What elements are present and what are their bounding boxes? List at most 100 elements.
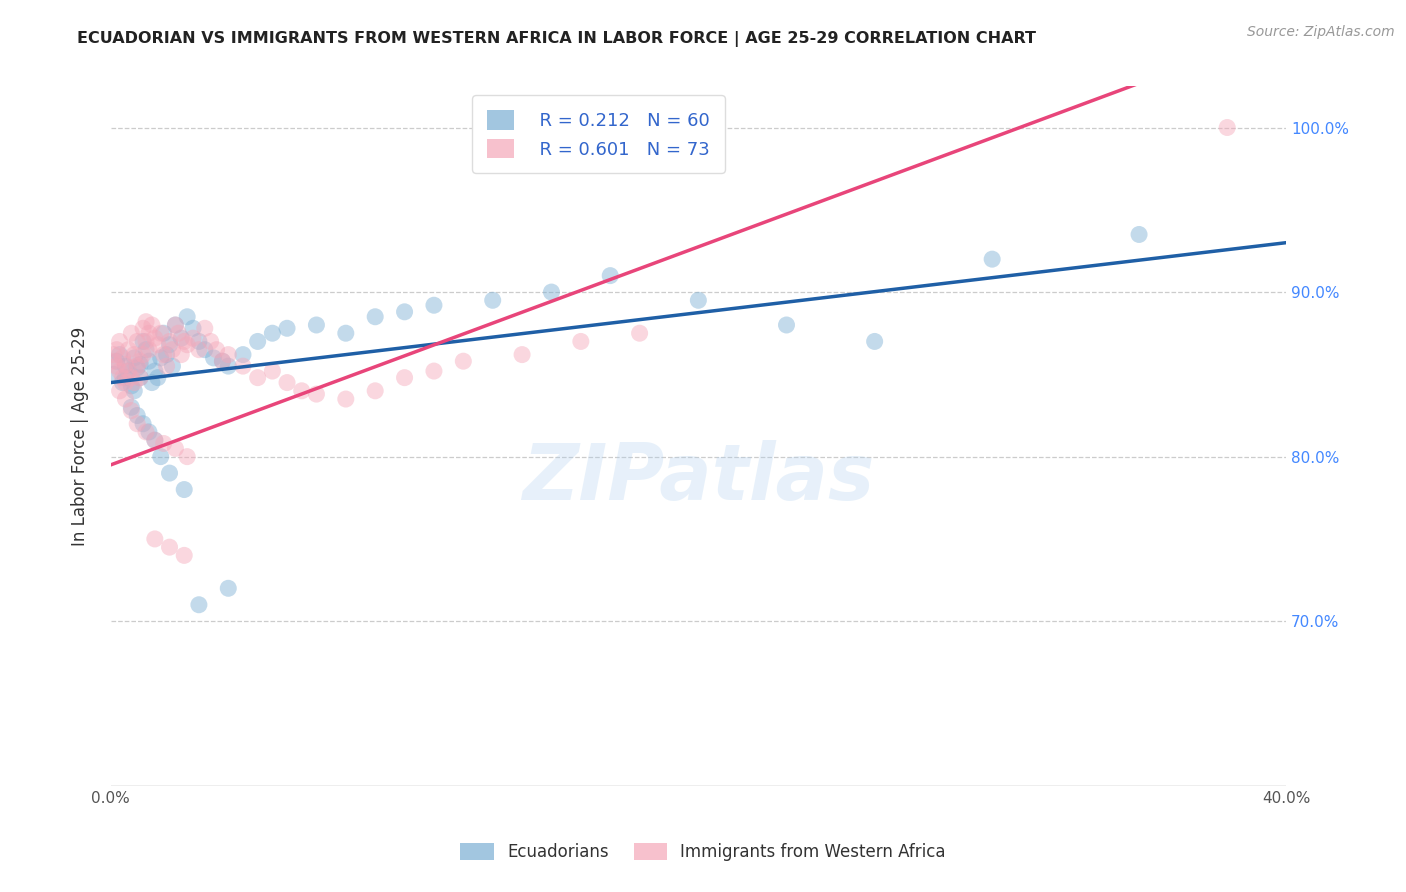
Point (120, 370, 142, 384)
Point (122, 351, 145, 365)
Point (114, 376, 136, 390)
Point (152, 326, 174, 341)
Point (335, 326, 357, 341)
Point (120, 326, 142, 341)
Point (138, 326, 160, 341)
Point (114, 359, 136, 373)
Point (155, 359, 177, 373)
Point (262, 326, 284, 341)
Point (127, 359, 149, 373)
Point (423, 298, 446, 312)
Point (194, 343, 217, 357)
Point (122, 376, 145, 390)
Point (135, 334, 157, 349)
Point (211, 354, 233, 368)
Point (569, 334, 592, 349)
Point (159, 540, 181, 554)
Point (120, 401, 142, 415)
Point (143, 364, 166, 378)
Point (167, 326, 190, 341)
Point (202, 351, 225, 365)
Point (129, 358, 152, 372)
Point (628, 326, 651, 341)
Point (176, 450, 198, 464)
Point (187, 343, 209, 357)
Point (200, 334, 222, 349)
Point (688, 293, 710, 308)
Point (423, 364, 446, 378)
Point (149, 450, 172, 464)
Point (364, 384, 387, 398)
Point (775, 318, 797, 332)
Point (120, 379, 142, 393)
Point (127, 409, 149, 423)
Point (205, 343, 228, 357)
Point (141, 318, 163, 332)
Point (155, 348, 177, 362)
Point (132, 348, 155, 362)
Point (129, 370, 152, 384)
Legend:   R = 0.212   N = 60,   R = 0.601   N = 73: R = 0.212 N = 60, R = 0.601 N = 73 (472, 95, 724, 173)
Point (232, 348, 254, 362)
Point (138, 425, 160, 439)
Point (162, 343, 184, 357)
Point (364, 310, 387, 324)
Point (162, 359, 184, 373)
Point (394, 305, 416, 319)
Point (1216, 120, 1239, 135)
Point (159, 337, 181, 351)
Point (540, 285, 562, 299)
Point (194, 321, 217, 335)
Point (217, 359, 239, 373)
Point (103, 368, 125, 382)
Point (181, 331, 204, 345)
Point (176, 337, 198, 351)
Point (117, 343, 139, 357)
Point (114, 358, 136, 372)
Point (981, 252, 1004, 267)
Point (108, 334, 131, 349)
Point (262, 364, 284, 378)
Point (122, 384, 145, 398)
Point (1128, 227, 1150, 242)
Point (181, 321, 204, 335)
Point (111, 351, 134, 365)
Point (165, 442, 187, 456)
Point (111, 376, 134, 390)
Point (135, 425, 157, 439)
Point (120, 403, 142, 417)
Point (159, 466, 181, 480)
Point (305, 318, 328, 332)
Point (152, 348, 174, 362)
Point (127, 334, 149, 349)
Point (129, 354, 152, 368)
Text: Source: ZipAtlas.com: Source: ZipAtlas.com (1247, 25, 1395, 39)
Point (394, 370, 416, 384)
Point (291, 384, 314, 398)
Point (453, 354, 475, 368)
Point (143, 532, 166, 546)
Point (127, 360, 149, 375)
Point (132, 334, 155, 349)
Point (217, 348, 239, 362)
Point (143, 331, 166, 345)
Point (135, 343, 157, 357)
Point (111, 370, 134, 384)
Point (187, 598, 209, 612)
Point (105, 343, 128, 357)
Point (276, 376, 298, 390)
Point (149, 351, 172, 365)
Point (117, 364, 139, 378)
Point (232, 359, 254, 373)
Point (510, 348, 533, 362)
Legend: Ecuadorians, Immigrants from Western Africa: Ecuadorians, Immigrants from Western Afr… (454, 836, 952, 868)
Point (146, 370, 169, 384)
Point (114, 370, 136, 384)
Point (276, 321, 298, 335)
Point (108, 364, 131, 378)
Point (108, 384, 131, 398)
Point (170, 331, 193, 345)
Point (122, 348, 145, 362)
Point (138, 354, 160, 368)
Point (165, 318, 187, 332)
